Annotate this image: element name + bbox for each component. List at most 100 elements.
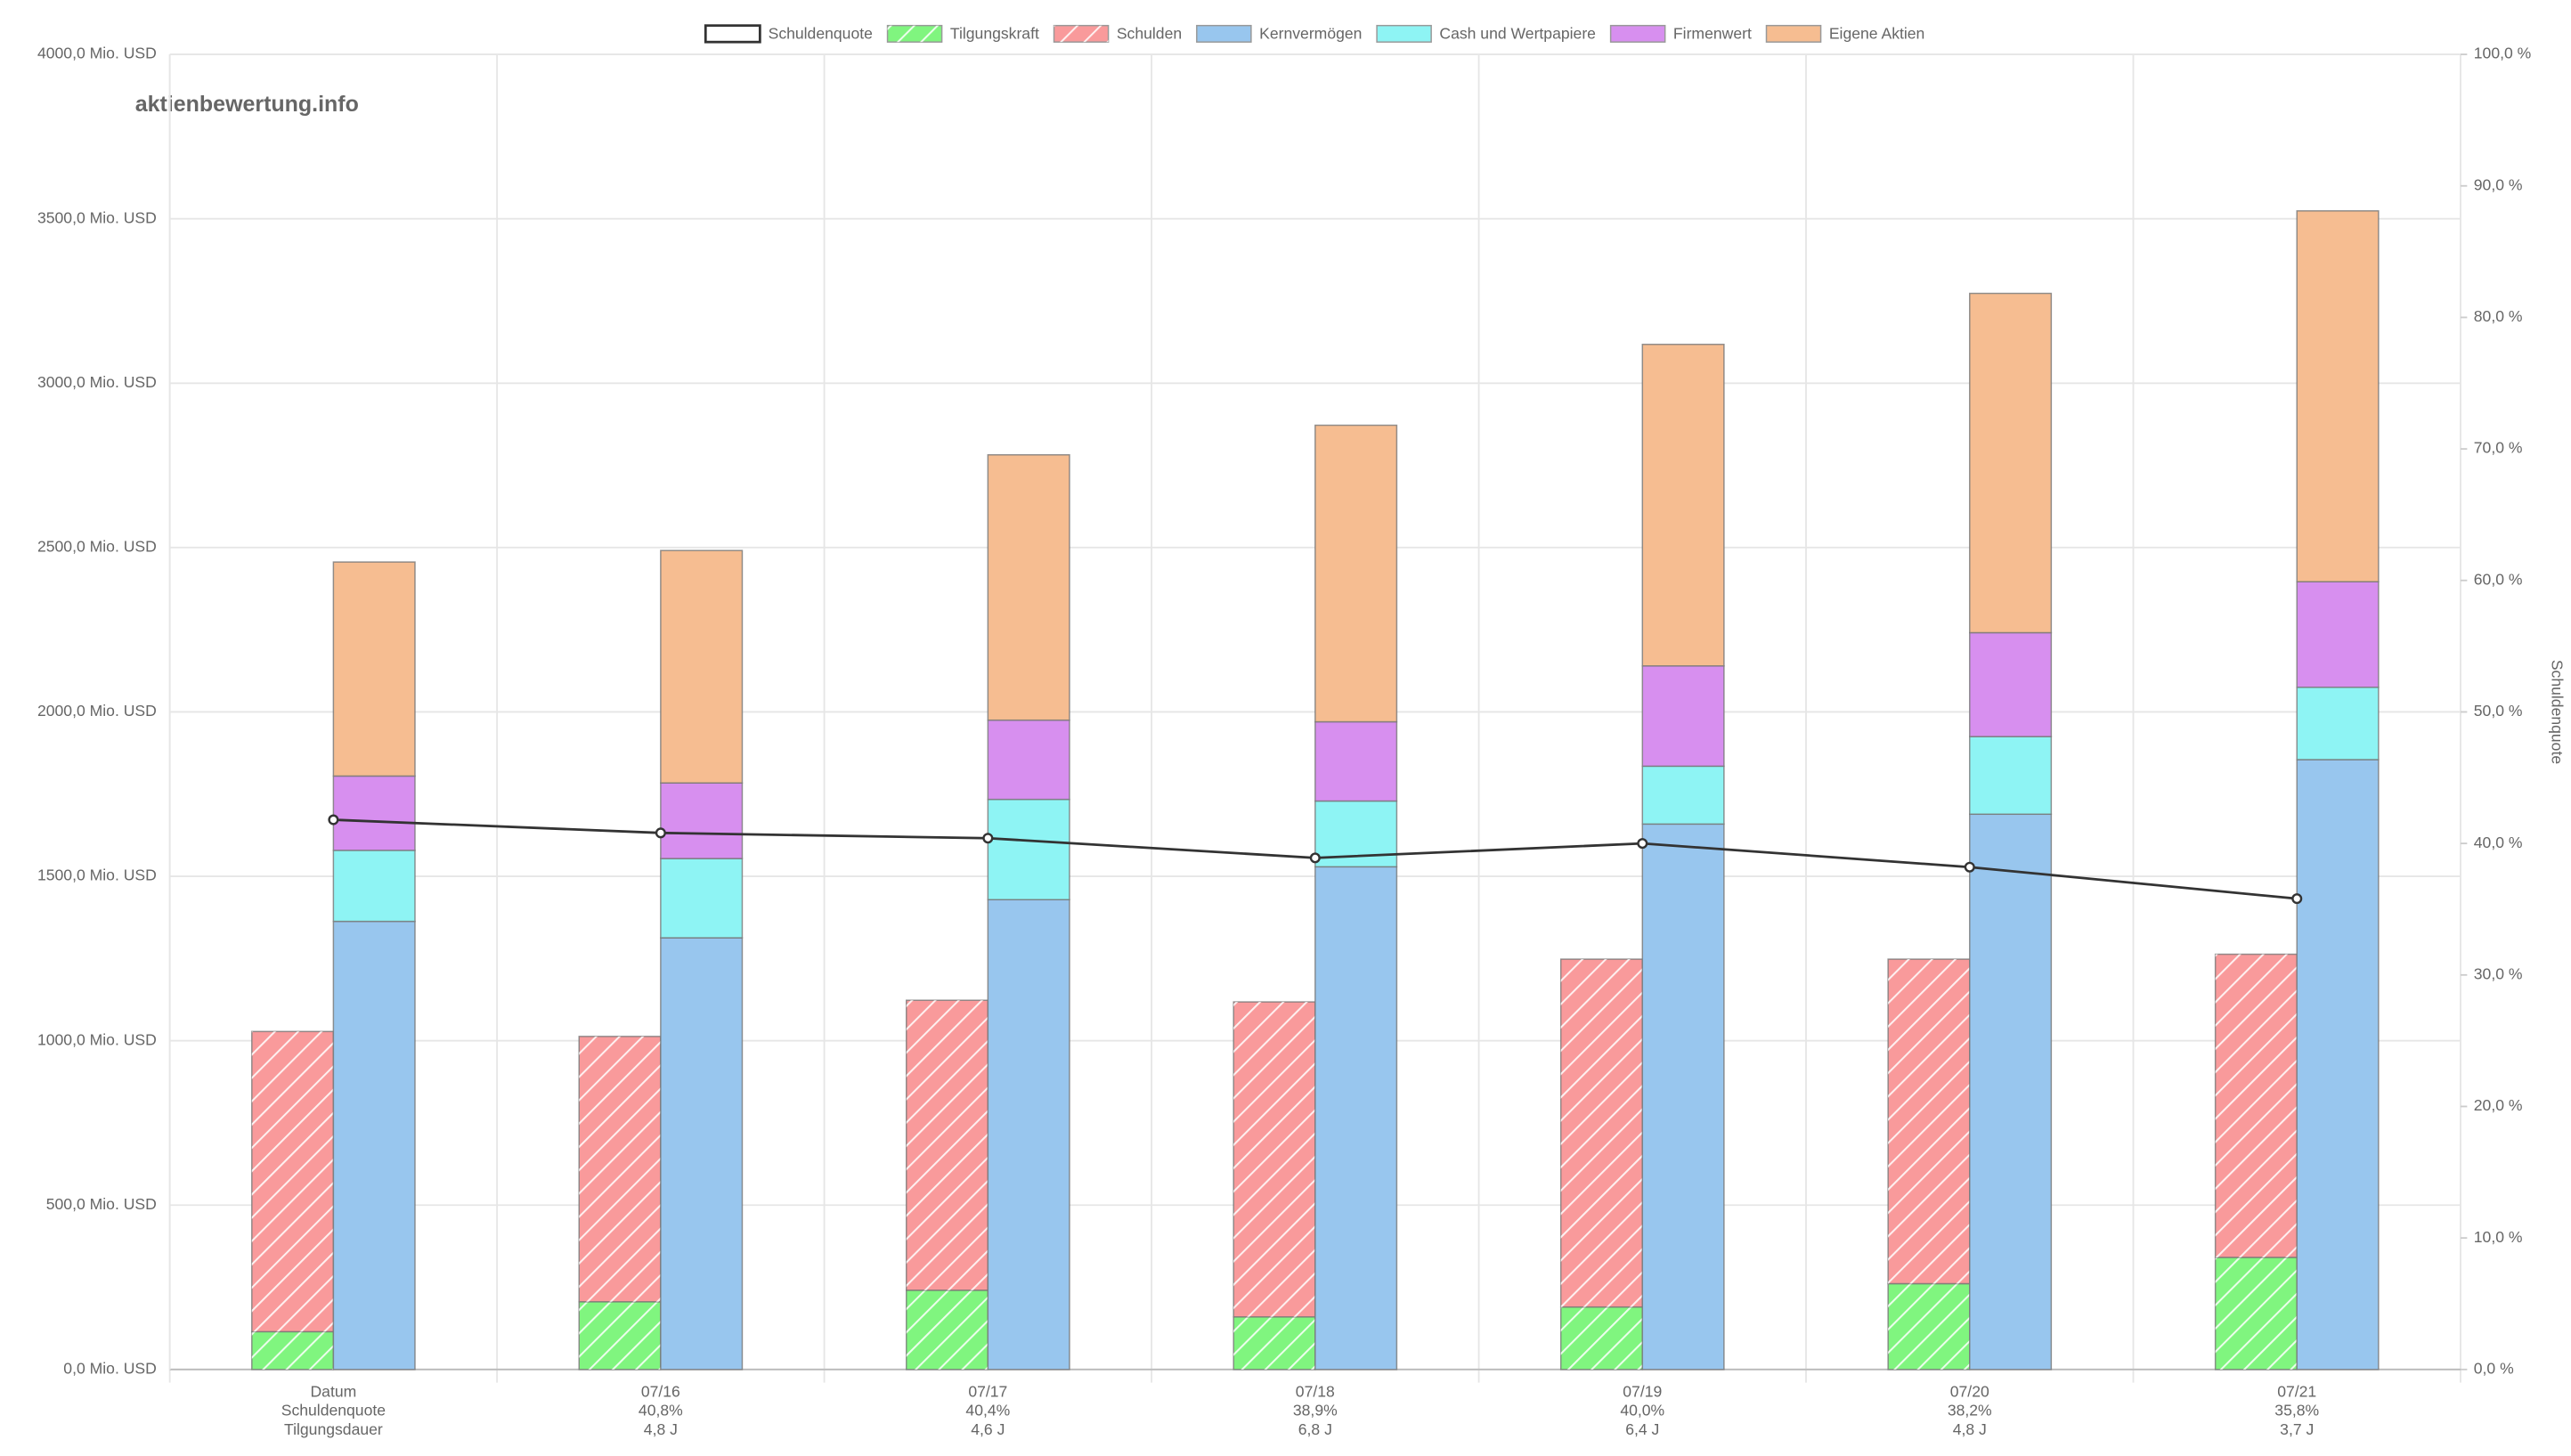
bar-hatch	[579, 1036, 661, 1302]
y2-tick-label: 10,0 %	[2474, 1228, 2523, 1246]
y2-tick-label: 0,0 %	[2474, 1359, 2514, 1377]
bar-hatch	[579, 1301, 661, 1370]
line-point	[328, 814, 339, 826]
legend-hatch	[887, 25, 942, 43]
bar	[987, 899, 1070, 1371]
bar	[1314, 720, 1398, 802]
bar	[1314, 866, 1398, 1371]
bar	[660, 858, 744, 939]
bar	[987, 719, 1070, 801]
line-point	[1637, 838, 1648, 850]
bar	[1969, 292, 2053, 634]
bar	[660, 549, 744, 784]
y2-tick-label: 20,0 %	[2474, 1096, 2523, 1114]
x-tick-label: 07/21	[2277, 1382, 2316, 1400]
y2-tick-label: 80,0 %	[2474, 307, 2523, 325]
bar-hatch	[2215, 1257, 2298, 1370]
y2-tick-label: 60,0 %	[2474, 570, 2523, 588]
bar	[332, 561, 416, 777]
bar	[2296, 581, 2380, 688]
y-tick-label: 0,0 Mio. USD	[63, 1359, 157, 1377]
bar-hatch	[906, 1000, 989, 1290]
line-point	[1964, 861, 1975, 873]
x-tick-label: 40,0%	[1620, 1402, 1664, 1419]
y-tick-label: 500,0 Mio. USD	[46, 1195, 157, 1213]
y2-tick-label: 50,0 %	[2474, 702, 2523, 720]
legend-label: Kernvermögen	[1259, 25, 1362, 43]
x-tick-label: 40,4%	[965, 1402, 1010, 1419]
bar	[1641, 665, 1725, 768]
bar	[2296, 687, 2380, 761]
x-tick-label: Tilgungsdauer	[284, 1420, 383, 1438]
y-tick-label: 2000,0 Mio. USD	[37, 702, 157, 720]
x-tick-label: 4,8 J	[644, 1420, 678, 1438]
bar	[660, 782, 744, 859]
x-tick-label: 4,8 J	[1953, 1420, 1987, 1438]
legend-swatch	[1196, 24, 1252, 43]
bar-hatch	[1560, 959, 1643, 1307]
y2-axis-title: Schuldenquote	[2549, 660, 2567, 764]
line-point	[655, 827, 666, 839]
legend: Schuldenquote Tilgungskraft Schulden Kernve…	[704, 24, 1925, 44]
bar	[332, 850, 416, 923]
x-tick-label: 6,4 J	[1625, 1420, 1659, 1438]
bar-hatch	[1560, 1306, 1643, 1370]
x-tick-label: 07/16	[641, 1382, 680, 1400]
bar-hatch	[1233, 1002, 1315, 1317]
line-point	[1309, 852, 1321, 864]
bar	[660, 937, 744, 1371]
x-tick-label: 07/17	[968, 1382, 1007, 1400]
x-tick-label: Schuldenquote	[281, 1402, 386, 1419]
x-tick-label: 38,9%	[1293, 1402, 1338, 1419]
bar	[987, 798, 1070, 901]
bar-hatch	[2215, 954, 2298, 1257]
x-tick-label: 07/20	[1950, 1382, 1989, 1400]
watermark: aktienbewertung.info	[135, 92, 359, 117]
bar	[2296, 210, 2380, 582]
line-point	[2291, 893, 2303, 905]
bar	[2296, 759, 2380, 1371]
legend-swatch	[1765, 24, 1822, 43]
x-tick-label: 07/19	[1623, 1382, 1662, 1400]
legend-label: Eigene Aktien	[1829, 25, 1925, 43]
bar	[1641, 765, 1725, 826]
bar-hatch	[1888, 959, 1970, 1284]
bar	[1969, 631, 2053, 737]
legend-swatch	[1376, 24, 1432, 43]
y2-tick-label: 30,0 %	[2474, 964, 2523, 982]
bar-hatch	[1888, 1283, 1970, 1370]
y2-tick-label: 100,0 %	[2474, 45, 2532, 62]
y-tick-label: 4000,0 Mio. USD	[37, 45, 157, 62]
line-point	[982, 833, 994, 844]
y-tick-label: 3000,0 Mio. USD	[37, 373, 157, 391]
bar	[1641, 823, 1725, 1371]
legend-label: Schulden	[1117, 25, 1182, 43]
bar	[1969, 813, 2053, 1371]
x-tick-label: 40,8%	[639, 1402, 683, 1419]
bar	[332, 920, 416, 1371]
y-tick-label: 1500,0 Mio. USD	[37, 866, 157, 884]
bar	[1641, 343, 1725, 667]
legend-swatch	[1609, 24, 1666, 43]
legend-hatch	[1054, 25, 1109, 43]
legend-label: Firmenwert	[1673, 25, 1752, 43]
x-tick-label: 6,8 J	[1298, 1420, 1332, 1438]
y-tick-label: 1000,0 Mio. USD	[37, 1030, 157, 1048]
y-tick-label: 2500,0 Mio. USD	[37, 538, 157, 556]
bar-hatch	[251, 1031, 334, 1332]
legend-swatch	[704, 24, 761, 44]
x-tick-label: 4,6 J	[971, 1420, 1005, 1438]
y-tick-label: 3500,0 Mio. USD	[37, 208, 157, 226]
x-tick-label: 35,8%	[2274, 1402, 2319, 1419]
bar	[1969, 736, 2053, 816]
bar-hatch	[251, 1331, 334, 1370]
bar	[987, 454, 1070, 721]
y2-tick-label: 70,0 %	[2474, 439, 2523, 457]
x-tick-label: Datum	[310, 1382, 356, 1400]
y2-tick-label: 90,0 %	[2474, 175, 2523, 193]
bar-hatch	[906, 1289, 989, 1370]
legend-label: Tilgungskraft	[950, 25, 1039, 43]
x-tick-label: 07/18	[1296, 1382, 1335, 1400]
legend-label: Schuldenquote	[769, 25, 873, 43]
